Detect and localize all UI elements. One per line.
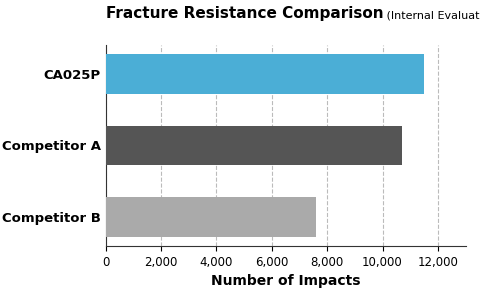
- X-axis label: Number of Impacts: Number of Impacts: [211, 274, 360, 288]
- Bar: [106, 54, 424, 94]
- Bar: [106, 126, 402, 165]
- Text: (Internal Evaluation) Average of 5 times: (Internal Evaluation) Average of 5 times: [383, 11, 480, 21]
- Text: Fracture Resistance Comparison: Fracture Resistance Comparison: [106, 6, 383, 21]
- Bar: [106, 197, 316, 237]
